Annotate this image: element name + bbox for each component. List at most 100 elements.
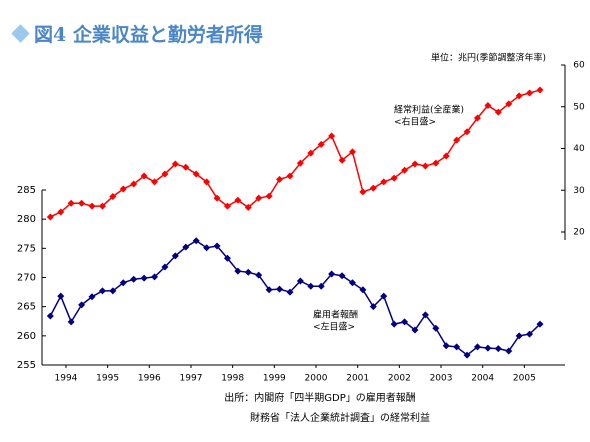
data-point	[338, 156, 346, 164]
data-point	[463, 351, 471, 359]
data-point	[171, 160, 179, 168]
y-tick-label: 265	[17, 302, 36, 313]
data-point	[369, 303, 377, 311]
y2-tick-label: 40	[573, 144, 585, 154]
data-point	[359, 188, 367, 196]
source: 出所：内閣府「四半期GDP」の雇用者報酬	[224, 391, 415, 404]
x-tick-label: 1999	[263, 374, 286, 384]
data-point	[421, 311, 429, 319]
y-tick-label: 280	[17, 214, 36, 225]
data-point	[109, 287, 117, 295]
data-point	[109, 193, 117, 201]
data-point	[484, 101, 492, 109]
data-point	[526, 330, 534, 338]
data-point	[151, 178, 159, 186]
data-point	[317, 282, 325, 290]
data-point	[494, 108, 502, 116]
data-point	[182, 163, 190, 171]
data-point	[515, 92, 523, 100]
y-tick-label: 255	[17, 360, 36, 371]
x-tick-label: 2004	[471, 374, 494, 384]
y2-tick-label: 60	[573, 61, 585, 71]
data-point	[536, 86, 544, 94]
data-point	[119, 185, 127, 193]
data-point	[140, 172, 148, 180]
data-point	[380, 178, 388, 186]
data-point	[442, 152, 450, 160]
data-point	[432, 324, 440, 332]
y2-tick-label: 30	[573, 186, 585, 196]
data-point	[265, 286, 273, 294]
annotation: 雇用者報酬	[313, 309, 358, 321]
data-point	[463, 128, 471, 136]
data-point	[390, 174, 398, 182]
data-point	[484, 344, 492, 352]
data-point	[411, 160, 419, 168]
annotation: <左目盛>	[313, 321, 355, 333]
data-point	[244, 268, 252, 276]
x-tick-label: 2001	[346, 374, 369, 384]
unit-label: 単位：兆円(季節調整済年率)	[431, 52, 546, 64]
source: 財務省「法人企業統計調査」の経常利益	[250, 411, 430, 424]
data-point	[286, 288, 294, 296]
chart-title: 図4 企業収益と勤労者所得	[34, 23, 263, 46]
y-tick-label: 285	[17, 185, 36, 196]
data-point	[88, 293, 96, 301]
data-point	[151, 273, 159, 281]
y-tick-label: 275	[17, 243, 36, 254]
data-point	[161, 263, 169, 271]
data-point	[473, 114, 481, 122]
title-icon	[11, 24, 30, 43]
data-point	[338, 272, 346, 280]
data-point	[171, 252, 179, 260]
data-point	[223, 202, 231, 210]
data-point	[192, 237, 200, 245]
data-point	[401, 166, 409, 174]
data-point	[244, 203, 252, 211]
x-tick-label: 1998	[221, 374, 244, 384]
data-point	[307, 282, 315, 290]
data-point	[348, 148, 356, 156]
data-point	[317, 140, 325, 148]
data-point	[276, 285, 284, 293]
data-point	[234, 196, 242, 204]
data-point	[473, 343, 481, 351]
data-point	[130, 275, 138, 283]
data-point	[203, 244, 211, 252]
data-point	[182, 243, 190, 251]
data-point	[46, 312, 54, 320]
data-point	[67, 318, 75, 326]
data-point	[328, 270, 336, 278]
data-point	[421, 162, 429, 170]
data-point	[119, 279, 127, 287]
data-point	[286, 172, 294, 180]
data-point	[307, 149, 315, 157]
data-point	[88, 202, 96, 210]
data-point	[536, 320, 544, 328]
data-point	[505, 347, 513, 355]
data-point	[276, 175, 284, 183]
data-point	[453, 343, 461, 351]
data-point	[67, 199, 75, 207]
y2-tick-label: 50	[573, 102, 585, 112]
series-line	[49, 239, 541, 357]
y-tick-label: 270	[17, 273, 36, 284]
data-point	[203, 178, 211, 186]
x-tick-label: 1994	[55, 374, 78, 384]
data-point	[130, 180, 138, 188]
y2-tick-label: 20	[573, 228, 585, 238]
data-point	[255, 271, 263, 279]
series-line	[50, 89, 541, 218]
data-point	[78, 301, 86, 309]
data-point	[296, 159, 304, 167]
data-point	[432, 159, 440, 167]
x-tick-label: 2000	[305, 374, 328, 384]
data-point	[255, 194, 263, 202]
data-point	[78, 199, 86, 207]
data-point	[328, 132, 336, 140]
data-point	[359, 286, 367, 294]
data-point	[161, 170, 169, 178]
data-point	[192, 170, 200, 178]
data-point	[380, 292, 388, 300]
